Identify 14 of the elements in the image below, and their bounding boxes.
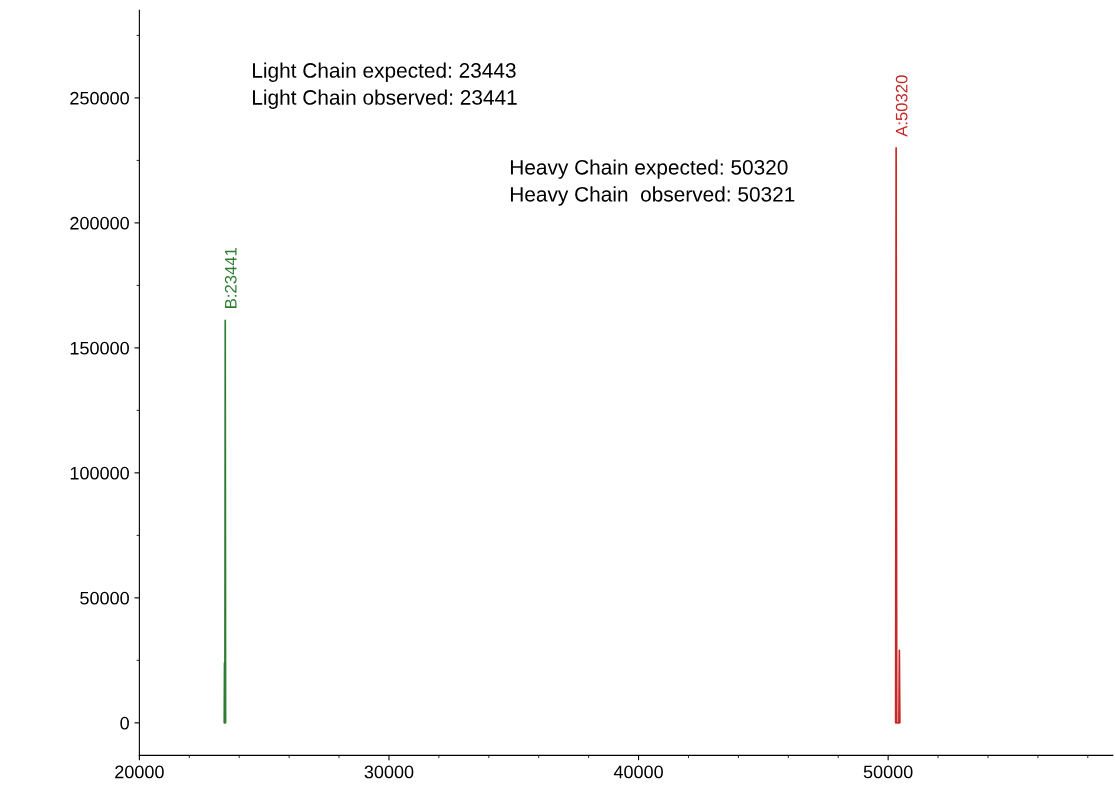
y-tick-label: 250000 <box>70 91 129 105</box>
annotation: Heavy Chain expected: 50320 Heavy Chain observed: 50321 <box>510 159 795 206</box>
annotation: Light Chain expected: 23443 Light Chain observed: 23441 <box>253 62 517 109</box>
y-tick-label: 50000 <box>80 591 129 605</box>
annotation: A:50320 <box>895 75 908 137</box>
y-tick-label: 0 <box>120 716 129 730</box>
y-tick-label: 100000 <box>70 466 129 480</box>
annotation: B:23441 <box>224 247 237 308</box>
x-tick-label: 20000 <box>115 765 164 779</box>
y-tick-label: 200000 <box>70 216 129 230</box>
x-tick-label: 40000 <box>613 765 663 779</box>
y-tick-label: 150000 <box>70 341 129 355</box>
x-tick-label: 30000 <box>364 765 414 779</box>
x-tick-label: 50000 <box>863 765 913 779</box>
